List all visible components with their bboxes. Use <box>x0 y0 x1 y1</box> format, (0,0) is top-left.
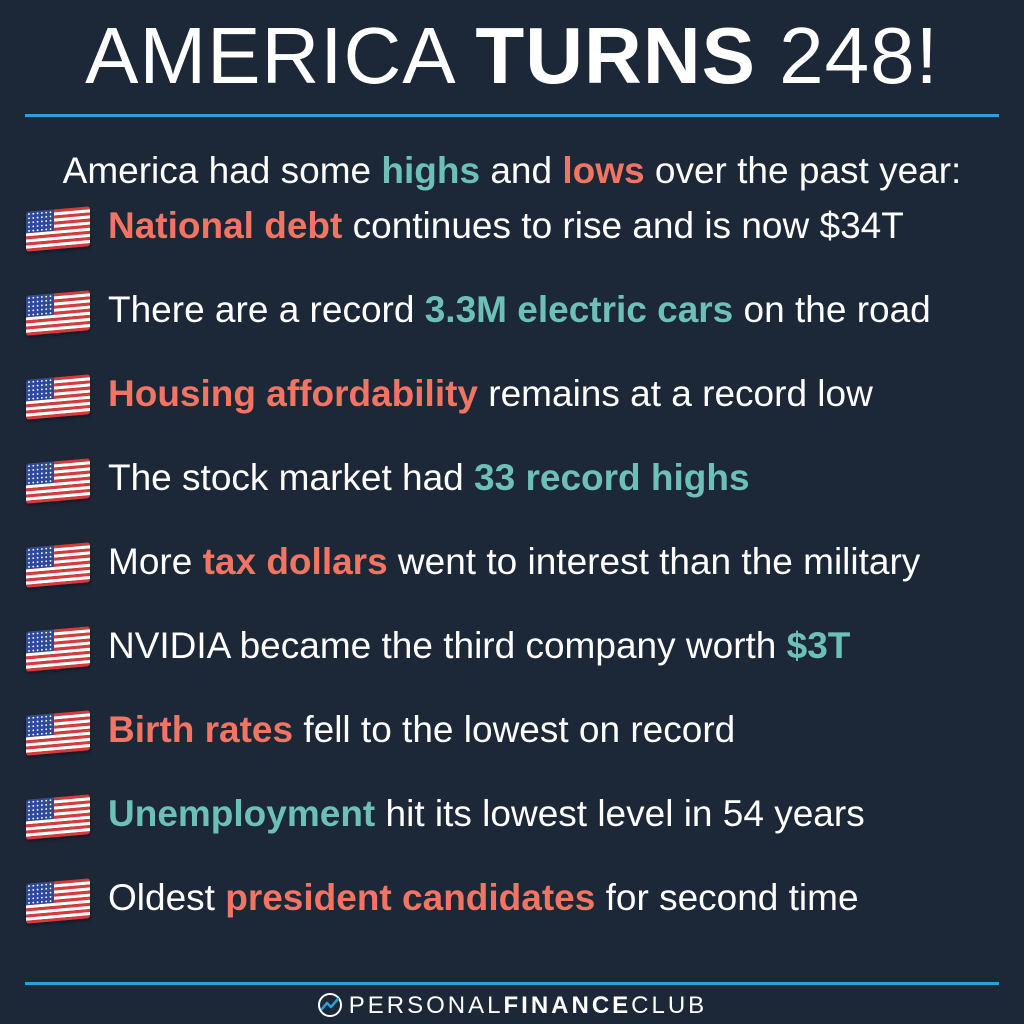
list-item-text: Oldest president candidates for second t… <box>108 868 859 928</box>
item-text-segment: continues to rise and is now $34T <box>342 205 904 246</box>
item-text-segment: Oldest <box>108 877 226 918</box>
highlight-low: Housing affordability <box>108 373 478 414</box>
list-item-text: Unemployment hit its lowest level in 54 … <box>108 784 865 844</box>
item-text-segment: There are a record <box>108 289 425 330</box>
bottom-divider <box>25 982 999 985</box>
list-item: National debt continues to rise and is n… <box>26 196 1016 256</box>
highlight-high: Unemployment <box>108 793 376 834</box>
us-flag-icon <box>26 878 90 924</box>
us-flag-icon <box>26 710 90 756</box>
list-item-text: More tax dollars went to interest than t… <box>108 532 920 592</box>
list-item-text: The stock market had 33 record highs <box>108 448 750 508</box>
highlight-high: 33 record highs <box>474 457 750 498</box>
brand-club: CLUB <box>631 992 708 1019</box>
item-text-segment: More <box>108 541 203 582</box>
highlight-high: 3.3M electric cars <box>424 289 734 330</box>
highlight-high: $3T <box>786 625 851 666</box>
us-flag-icon <box>26 542 90 588</box>
item-text-segment: went to interest than the military <box>387 541 921 582</box>
trend-line-logo-icon <box>317 992 343 1018</box>
item-text-segment: on the road <box>733 289 931 330</box>
us-flag-icon <box>26 626 90 672</box>
page-title: AMERICA TURNS 248! <box>0 6 1024 106</box>
item-text-segment: hit its lowest level in 54 years <box>375 793 865 834</box>
brand-footer: PERSONALFINANCECLUB <box>0 988 1024 1024</box>
title-america: AMERICA <box>85 11 476 100</box>
item-text-segment: The stock market had <box>108 457 475 498</box>
intro-before: America had some <box>62 150 382 191</box>
us-flag-icon <box>26 458 90 504</box>
brand-finance: FINANCE <box>503 992 632 1019</box>
list-item: There are a record 3.3M electric cars on… <box>26 280 1016 340</box>
list-item-text: NVIDIA became the third company worth $3… <box>108 616 850 676</box>
us-flag-icon <box>26 374 90 420</box>
list-item-text: National debt continues to rise and is n… <box>108 196 904 256</box>
item-text-segment: fell to the lowest on record <box>293 709 736 750</box>
list-item: Housing affordability remains at a recor… <box>26 364 1016 424</box>
item-text-segment: NVIDIA became the third company worth <box>108 625 787 666</box>
list-item-text: There are a record 3.3M electric cars on… <box>108 280 931 340</box>
intro-after: over the past year: <box>644 150 962 191</box>
intro-lows: lows <box>562 150 645 191</box>
us-flag-icon <box>26 206 90 252</box>
title-248: 248! <box>755 11 939 100</box>
brand-personal: PERSONAL <box>348 992 504 1019</box>
list-item: Birth rates fell to the lowest on record <box>26 700 1016 760</box>
list-item: The stock market had 33 record highs <box>26 448 1016 508</box>
list-item-text: Birth rates fell to the lowest on record <box>108 700 735 760</box>
highlight-low: Birth rates <box>108 709 294 750</box>
highlight-low: tax dollars <box>202 541 388 582</box>
item-text-segment: remains at a record low <box>478 373 873 414</box>
list-item-text: Housing affordability remains at a recor… <box>108 364 873 424</box>
item-text-segment: for second time <box>595 877 859 918</box>
intro-middle: and <box>480 150 563 191</box>
intro-line: America had some highs and lows over the… <box>0 146 1024 196</box>
list-item: Unemployment hit its lowest level in 54 … <box>26 784 1016 844</box>
intro-highs: highs <box>381 150 481 191</box>
list-item: More tax dollars went to interest than t… <box>26 532 1016 592</box>
title-turns: TURNS <box>475 11 756 100</box>
list-item: Oldest president candidates for second t… <box>26 868 1016 928</box>
top-divider <box>25 114 999 117</box>
highlight-low: National debt <box>108 205 343 246</box>
us-flag-icon <box>26 794 90 840</box>
us-flag-icon <box>26 290 90 336</box>
highlight-low: president candidates <box>225 877 596 918</box>
list-item: NVIDIA became the third company worth $3… <box>26 616 1016 676</box>
